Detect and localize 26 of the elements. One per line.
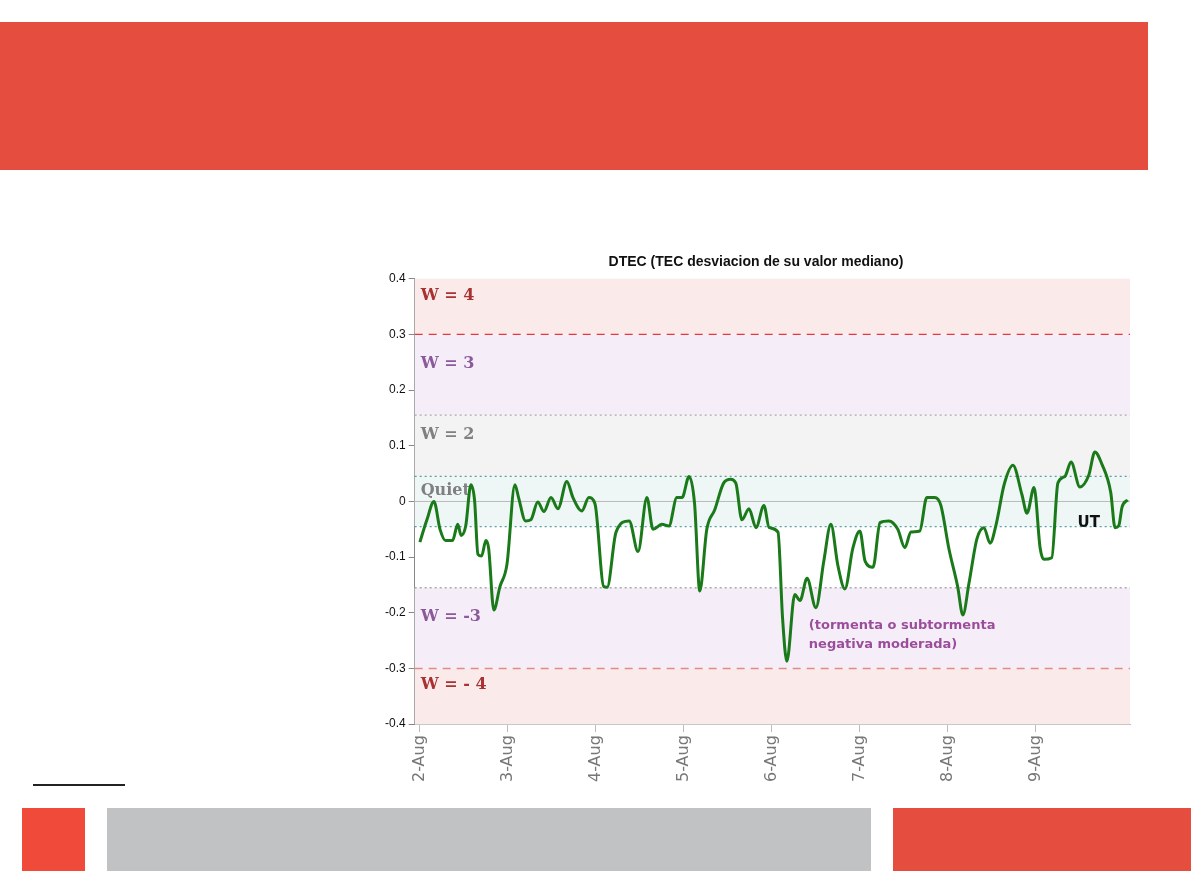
y-tick-label: -0.2 — [384, 605, 406, 620]
x-tick-label: 8-Aug — [937, 735, 957, 782]
y-tick-label: -0.1 — [384, 549, 406, 564]
x-tick-label: 7-Aug — [849, 735, 869, 782]
band-label: W = 3 — [419, 352, 475, 372]
y-tick-label: 0.3 — [388, 326, 406, 341]
x-tick-label: 6-Aug — [761, 735, 781, 782]
x-tick-label: 3-Aug — [497, 735, 517, 782]
y-tick-label: -0.3 — [384, 660, 406, 675]
y-tick-label: 0.4 — [388, 271, 406, 286]
x-tick-label: 4-Aug — [585, 735, 605, 782]
band-label: W = -3 — [419, 606, 481, 626]
y-tick-label: -0.4 — [384, 716, 406, 731]
x-tick-label: 2-Aug — [409, 735, 429, 782]
y-tick-label: 0 — [398, 493, 406, 508]
x-axis-title: UT — [1077, 513, 1101, 532]
x-tick-label: 9-Aug — [1025, 735, 1045, 782]
band-label: Quiet — [420, 479, 471, 499]
band-label: W = 2 — [419, 423, 475, 443]
x-tick-label: 5-Aug — [673, 735, 693, 782]
annotation: (tormenta o subtormenta negativa moderada) — [808, 617, 996, 652]
y-tick-label: 0.2 — [388, 382, 406, 397]
chart-title: DTEC (TEC desviacion de su valor mediano) — [608, 253, 904, 270]
band-label: W = 4 — [419, 284, 475, 304]
band-label: W = - 4 — [419, 674, 487, 694]
y-tick-label: 0.1 — [388, 438, 406, 453]
